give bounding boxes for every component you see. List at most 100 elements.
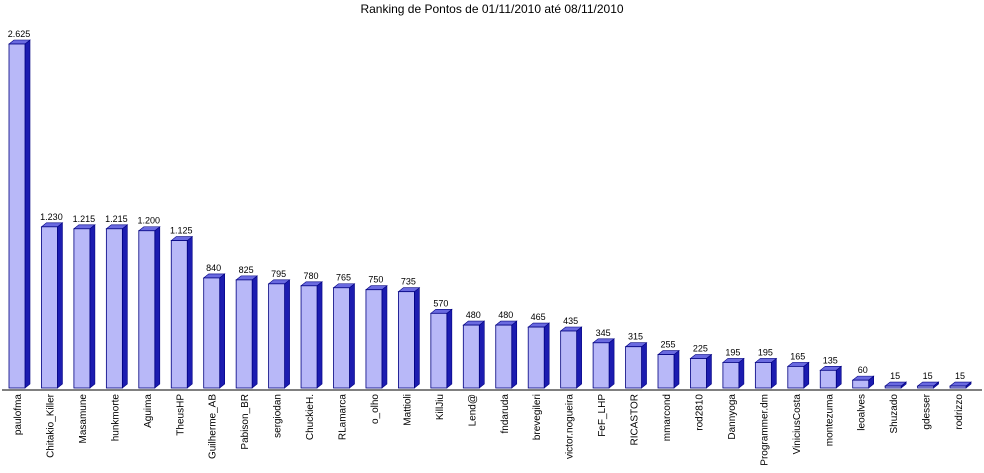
category-label: Pabison_BR: [240, 394, 251, 450]
bar: [235, 279, 253, 389]
data-label: 315: [628, 332, 643, 342]
data-label: 255: [660, 340, 675, 350]
bar-side: [738, 357, 745, 389]
bar-side: [122, 224, 128, 389]
bar: [430, 312, 448, 389]
data-label: 195: [725, 347, 740, 357]
bar: [365, 289, 383, 389]
category-label: RICASTOR: [630, 394, 641, 446]
category-label: Guilherme_AB: [208, 394, 219, 459]
bar: [170, 240, 188, 389]
bar: [41, 226, 58, 389]
bar: [73, 228, 91, 389]
data-label: 195: [758, 347, 773, 357]
category-label: sergiodan: [273, 394, 284, 438]
bar-side: [608, 338, 615, 389]
category-label: TheusHP: [175, 394, 186, 436]
category-label: Dannyoga: [727, 394, 738, 440]
bar-side: [641, 342, 647, 389]
bar: [949, 385, 967, 389]
category-label: brevegileri: [532, 394, 543, 440]
data-label: 1.230: [40, 212, 63, 222]
bar: [397, 291, 415, 389]
bar: [268, 283, 286, 389]
bar: [527, 326, 545, 389]
category-label: gdesser: [922, 393, 933, 429]
bar-side: [511, 320, 518, 389]
data-label: 15: [923, 371, 933, 381]
bar-side: [316, 281, 323, 389]
data-label: 1.215: [105, 214, 128, 224]
data-label: 2.625: [8, 29, 31, 39]
bar: [625, 346, 642, 389]
category-label: ViniciusCosta: [792, 394, 803, 455]
bar: [105, 228, 123, 389]
category-label: Mattioli: [402, 394, 413, 426]
data-label: 480: [498, 310, 513, 320]
bar-side: [284, 279, 290, 389]
category-label: rodrizzo: [954, 394, 965, 430]
bar: [8, 43, 26, 389]
data-label: 750: [368, 275, 383, 285]
data-label: 1.125: [170, 226, 193, 236]
bar: [495, 324, 513, 389]
bar: [592, 342, 610, 389]
bar-side: [89, 224, 96, 389]
category-label: Shuzado: [889, 394, 900, 434]
data-label: 15: [890, 371, 900, 381]
bar: [462, 324, 480, 389]
data-label: 1.200: [138, 216, 161, 226]
data-label: 765: [336, 273, 351, 283]
data-label: 165: [790, 351, 805, 361]
data-label: 795: [271, 269, 286, 279]
bar: [690, 358, 707, 389]
data-label: 570: [433, 298, 448, 308]
data-label: 60: [858, 365, 868, 375]
bar: [754, 362, 772, 389]
bar-side: [349, 283, 355, 389]
data-label: 465: [531, 312, 546, 322]
bar-side: [771, 357, 777, 389]
bar: [787, 365, 805, 389]
chart-title: Ranking de Pontos de 01/11/2010 até 08/1…: [360, 2, 624, 16]
bar-side: [673, 349, 680, 389]
bar: [560, 330, 578, 389]
bar: [852, 379, 870, 389]
data-label: 225: [693, 344, 708, 354]
category-label: Lend@: [467, 394, 478, 426]
bar-side: [381, 285, 388, 389]
category-label: o_olho: [370, 394, 381, 424]
bars-group: 2.625 paulofma 1.230 Chitakio_Killer 1.215 Ma…: [8, 29, 972, 466]
category-label: hunkmorte: [110, 394, 121, 442]
data-label: 780: [304, 271, 319, 281]
bar-side: [543, 322, 550, 389]
bar-side: [24, 39, 31, 389]
bar: [657, 354, 675, 389]
bar: [884, 385, 902, 389]
data-label: 435: [563, 316, 578, 326]
category-label: rod2810: [694, 394, 705, 431]
bar-side: [414, 287, 420, 389]
bar-side: [186, 235, 193, 389]
bar: [333, 287, 350, 389]
bar: [138, 230, 156, 389]
bar-side: [219, 273, 225, 389]
category-label: montezuma: [824, 394, 835, 447]
category-label: paulofma: [13, 394, 24, 436]
data-label: 825: [239, 265, 254, 275]
bar-side: [478, 320, 485, 389]
category-label: Aguima: [143, 394, 154, 428]
bar-side: [706, 353, 712, 389]
data-label: 345: [596, 328, 611, 338]
bar: [203, 277, 221, 389]
category-label: Programmer.dm: [759, 394, 770, 466]
bar-side: [803, 361, 810, 389]
category-label: fndaruda: [500, 394, 511, 434]
bar-side: [251, 275, 258, 389]
category-label: victor.nogueira: [565, 394, 576, 459]
category-label: Masamune: [78, 394, 89, 444]
data-label: 135: [823, 355, 838, 365]
data-label: 1.215: [73, 214, 96, 224]
data-label: 840: [206, 263, 221, 273]
